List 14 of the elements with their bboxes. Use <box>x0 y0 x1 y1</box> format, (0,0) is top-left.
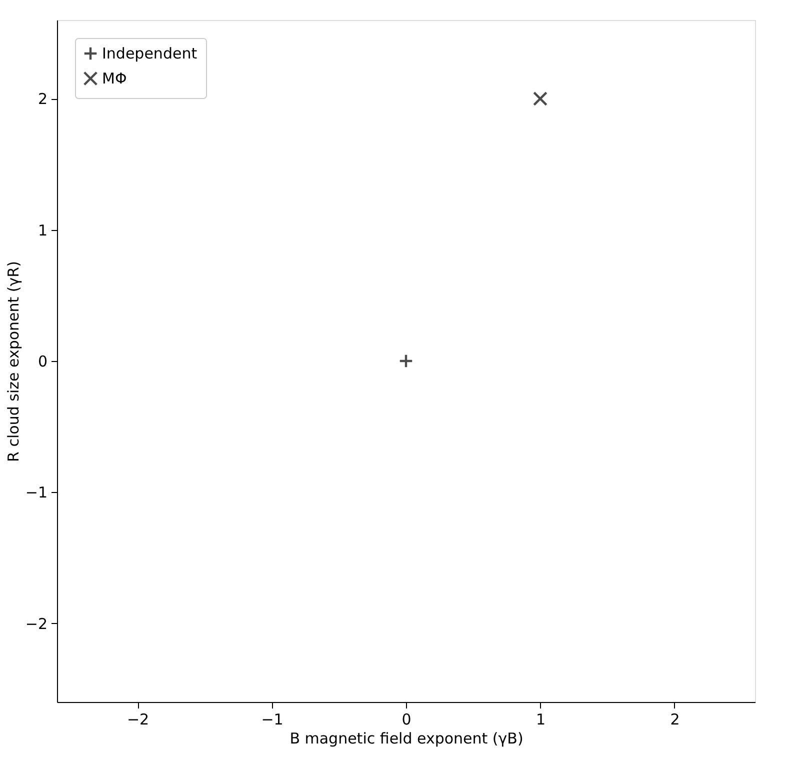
y-axis-title: R cloud size exponent (γR) <box>4 261 22 462</box>
y-tick-label: −2 <box>25 614 48 633</box>
y-tick-label: −1 <box>25 484 48 502</box>
x-tick-label: −2 <box>126 710 150 728</box>
x-tick-label: 1 <box>536 710 546 728</box>
x-tick-label: 2 <box>670 710 680 728</box>
y-tick-label: 2 <box>38 90 48 108</box>
x-tick-label: −1 <box>261 710 284 728</box>
y-tick-label: 1 <box>38 221 48 240</box>
x-tick-label: 0 <box>402 710 412 728</box>
y-tick-label: 0 <box>38 352 48 370</box>
legend-label: Independent <box>102 44 198 62</box>
x-axis-title: B magnetic field exponent (γB) <box>290 730 524 748</box>
legend-label: MΦ <box>102 70 127 88</box>
